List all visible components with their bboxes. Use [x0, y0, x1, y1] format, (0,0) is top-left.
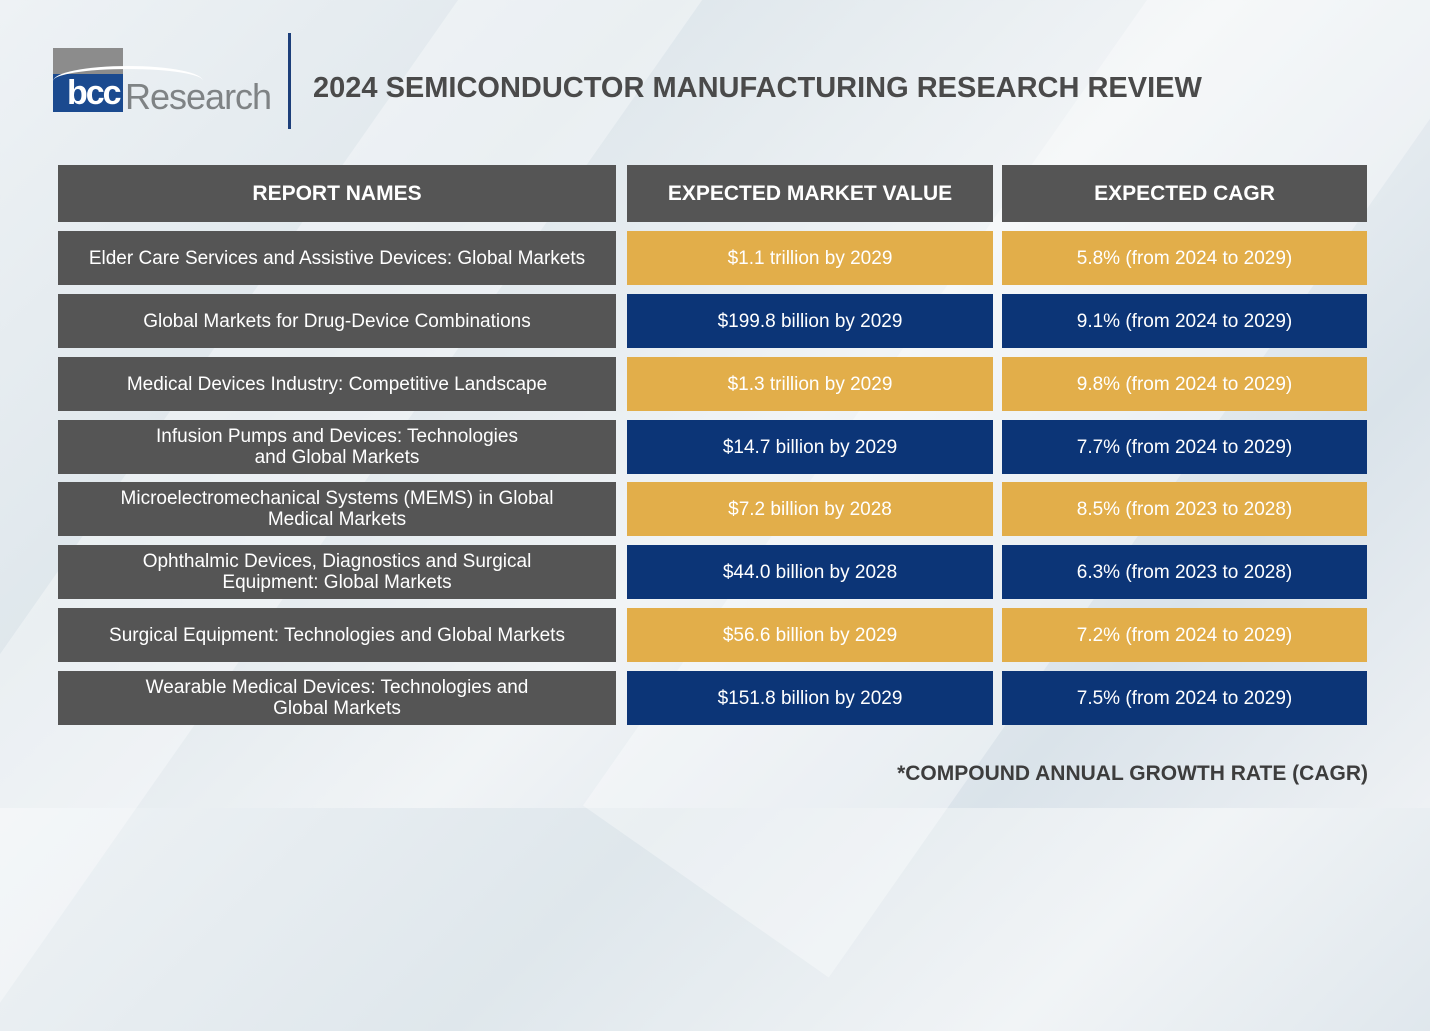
report-name: Elder Care Services and Assistive Device… [58, 231, 616, 285]
market-value: $14.7 billion by 2029 [627, 420, 993, 474]
report-name: Global Markets for Drug-Device Combinati… [58, 294, 616, 348]
bcc-research-logo: bcc Research [53, 48, 272, 117]
page-title: 2024 SEMICONDUCTOR MANUFACTURING RESEARC… [313, 72, 1202, 104]
market-value: $151.8 billion by 2029 [627, 671, 993, 725]
cagr-value: 5.8% (from 2024 to 2029) [1002, 231, 1367, 285]
market-value: $199.8 billion by 2029 [627, 294, 993, 348]
divider [288, 33, 291, 129]
market-value: $1.1 trillion by 2029 [627, 231, 993, 285]
market-value: $7.2 billion by 2028 [627, 482, 993, 536]
header-market-value: EXPECTED MARKET VALUE [627, 165, 993, 222]
cagr-value: 9.1% (from 2024 to 2029) [1002, 294, 1367, 348]
cagr-value: 9.8% (from 2024 to 2029) [1002, 357, 1367, 411]
cagr-value: 7.2% (from 2024 to 2029) [1002, 608, 1367, 662]
header-report-names: REPORT NAMES [58, 165, 616, 222]
report-name: Surgical Equipment: Technologies and Glo… [58, 608, 616, 662]
report-name: Microelectromechanical Systems (MEMS) in… [58, 482, 616, 536]
report-name: Infusion Pumps and Devices: Technologies… [58, 420, 616, 474]
market-value: $44.0 billion by 2028 [627, 545, 993, 599]
report-name: Medical Devices Industry: Competitive La… [58, 357, 616, 411]
market-value: $56.6 billion by 2029 [627, 608, 993, 662]
report-name: Ophthalmic Devices, Diagnostics and Surg… [58, 545, 616, 599]
cagr-value: 7.5% (from 2024 to 2029) [1002, 671, 1367, 725]
cagr-value: 8.5% (from 2023 to 2028) [1002, 482, 1367, 536]
market-value: $1.3 trillion by 2029 [627, 357, 993, 411]
cagr-value: 7.7% (from 2024 to 2029) [1002, 420, 1367, 474]
header-cagr: EXPECTED CAGR [1002, 165, 1367, 222]
footnote: *COMPOUND ANNUAL GROWTH RATE (CAGR) [897, 762, 1368, 785]
report-name: Wearable Medical Devices: Technologies a… [58, 671, 616, 725]
cagr-value: 6.3% (from 2023 to 2028) [1002, 545, 1367, 599]
